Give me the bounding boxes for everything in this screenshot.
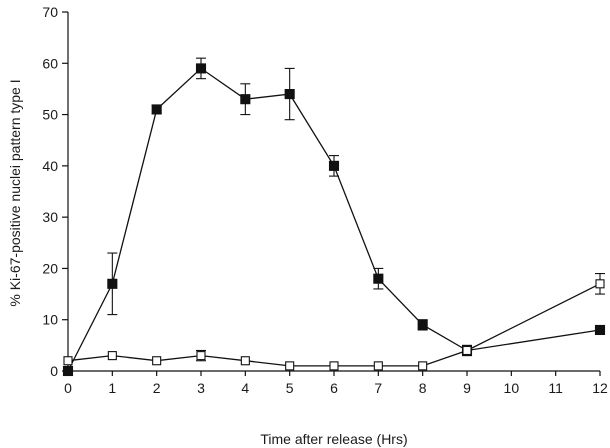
open-square-marker (595, 279, 605, 289)
open-square-marker (329, 361, 339, 371)
x-tick-label: 7 (374, 380, 382, 396)
y-axis-title: % Ki-67-positive nuclei pattern type I (7, 79, 23, 306)
x-tick-label: 3 (197, 380, 205, 396)
filled-square-marker (328, 160, 340, 171)
x-tick-label: 4 (241, 380, 249, 396)
plot-area (67, 12, 600, 372)
open-square-marker (196, 351, 206, 361)
filled-square-marker (594, 324, 606, 336)
x-tick-label: 8 (419, 380, 427, 396)
open-square-marker (240, 356, 250, 366)
y-tick-label: 50 (42, 107, 58, 123)
series-1 (62, 57, 606, 377)
y-tick-label: 70 (42, 4, 58, 20)
series-line (67, 67, 601, 372)
open-square-marker (418, 361, 428, 371)
open-square-marker (152, 356, 162, 366)
x-tick-label: 10 (504, 380, 520, 396)
open-square-marker (285, 361, 295, 371)
x-tick-label: 2 (153, 380, 161, 396)
series-line (67, 283, 601, 367)
filled-square-marker (107, 278, 118, 289)
filled-square-marker (151, 104, 162, 115)
y-tick-label: 40 (42, 158, 58, 174)
open-square-marker (373, 361, 383, 371)
filled-square-marker (373, 273, 384, 284)
y-tick-label: 60 (42, 55, 58, 71)
filled-square-marker (195, 63, 207, 74)
filled-square-marker (417, 319, 428, 330)
x-tick-label: 0 (64, 380, 72, 396)
x-tick-label: 5 (286, 380, 294, 396)
x-axis-title: Time after release (Hrs) (260, 431, 407, 447)
y-tick-label: 20 (42, 260, 58, 276)
filled-square-marker (284, 89, 295, 100)
y-tick-label: 0 (50, 363, 58, 379)
open-square-marker (462, 345, 472, 356)
series-2 (63, 273, 605, 371)
open-square-marker (63, 356, 73, 366)
x-tick-label: 12 (592, 380, 608, 396)
x-tick-label: 6 (330, 380, 338, 396)
y-axis-ticks: 0 10 20 30 40 50 60 70 (42, 4, 68, 379)
y-tick-label: 10 (42, 312, 58, 328)
x-tick-label: 11 (548, 380, 563, 396)
x-axis-ticks: 0 1 2 3 4 5 6 7 8 9 10 11 12 (64, 371, 608, 396)
y-tick-label: 30 (42, 209, 58, 225)
open-square-marker (107, 351, 117, 361)
series-layer (62, 57, 606, 377)
filled-square-marker (62, 365, 74, 377)
x-tick-label: 9 (463, 380, 471, 396)
filled-square-marker (240, 94, 251, 105)
x-tick-label: 1 (108, 380, 116, 396)
